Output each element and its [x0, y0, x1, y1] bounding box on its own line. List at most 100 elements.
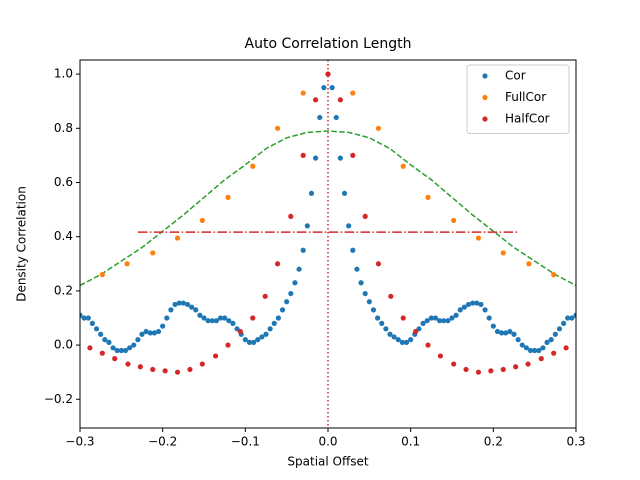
x-tick-label: 0.2 [484, 435, 503, 449]
x-tick-label: −0.2 [148, 435, 177, 449]
data-point [225, 194, 231, 200]
data-point [425, 194, 431, 200]
data-point [437, 353, 444, 359]
data-point [370, 307, 377, 313]
data-point [308, 190, 315, 196]
data-point [573, 312, 576, 318]
data-point [279, 307, 286, 313]
data-point [321, 85, 327, 91]
data-point [500, 250, 506, 256]
data-point [391, 334, 397, 340]
data-point [174, 235, 181, 241]
legend-marker [482, 73, 488, 79]
data-point [209, 318, 215, 324]
data-point [274, 261, 281, 267]
data-point [478, 301, 484, 308]
data-point [375, 261, 382, 267]
data-point [250, 315, 256, 321]
chart-title: Auto Correlation Length [245, 36, 412, 52]
data-point [350, 90, 356, 96]
data-point [284, 299, 290, 305]
data-point [187, 366, 193, 373]
data-point [225, 342, 231, 348]
data-point [184, 301, 191, 308]
y-tick-label: −0.2 [44, 392, 73, 406]
data-point [486, 315, 492, 321]
data-point [395, 337, 401, 343]
data-point [475, 235, 482, 241]
data-point [375, 125, 382, 131]
data-point [408, 337, 414, 343]
x-tick-label: −0.3 [65, 435, 94, 449]
legend-label: Cor [505, 69, 526, 83]
data-point [172, 301, 178, 308]
data-point [267, 326, 273, 332]
data-point [137, 364, 143, 370]
x-tick-label: −0.1 [231, 435, 260, 449]
data-point [106, 339, 112, 345]
data-point [548, 337, 554, 343]
data-point [193, 307, 199, 313]
data-point [160, 323, 166, 329]
legend-label: FullCor [505, 90, 546, 104]
data-point [346, 223, 352, 229]
data-point [262, 293, 268, 299]
data-point [375, 315, 381, 321]
y-tick-label: 0.0 [54, 338, 73, 352]
data-point [551, 272, 557, 278]
data-point [515, 337, 521, 343]
data-point [383, 326, 389, 332]
y-tick-label: 0.2 [54, 283, 73, 297]
data-point [81, 315, 87, 321]
data-point [93, 326, 100, 332]
data-point [135, 337, 141, 343]
data-point [527, 347, 534, 354]
data-point [304, 223, 310, 229]
data-point [292, 280, 298, 286]
data-point [199, 361, 205, 367]
data-point [513, 364, 519, 370]
data-point [317, 114, 323, 121]
data-point [441, 318, 447, 324]
data-point [213, 318, 219, 324]
data-point [499, 330, 505, 336]
data-point [263, 331, 269, 337]
data-point [102, 337, 108, 343]
data-point [288, 213, 294, 219]
data-point [451, 217, 457, 224]
data-point [387, 331, 393, 337]
data-point [358, 280, 364, 286]
legend-box [466, 64, 570, 134]
data-point [388, 293, 394, 299]
legend-marker [482, 94, 488, 101]
data-point [540, 345, 546, 351]
data-point [230, 320, 236, 326]
data-point [399, 339, 405, 345]
data-point [296, 266, 302, 272]
data-point [250, 163, 256, 169]
data-point [222, 315, 228, 321]
data-point [125, 361, 131, 367]
data-point [474, 300, 480, 306]
data-point [337, 155, 343, 161]
data-point [164, 315, 170, 321]
data-point [565, 315, 571, 321]
data-point [271, 320, 277, 326]
data-point [424, 318, 430, 324]
data-point [453, 312, 459, 318]
x-tick-label: 0.0 [318, 435, 337, 449]
data-point [445, 318, 451, 324]
data-point [526, 261, 532, 267]
data-point [313, 155, 319, 161]
data-point [341, 190, 348, 196]
data-point [162, 368, 168, 374]
data-point [155, 328, 162, 335]
data-point [197, 312, 203, 318]
data-point [205, 318, 211, 324]
legend-marker [482, 116, 488, 122]
data-point [350, 247, 356, 253]
data-point [482, 307, 488, 313]
data-point [428, 315, 434, 321]
data-point [461, 304, 467, 310]
data-point [413, 328, 419, 335]
